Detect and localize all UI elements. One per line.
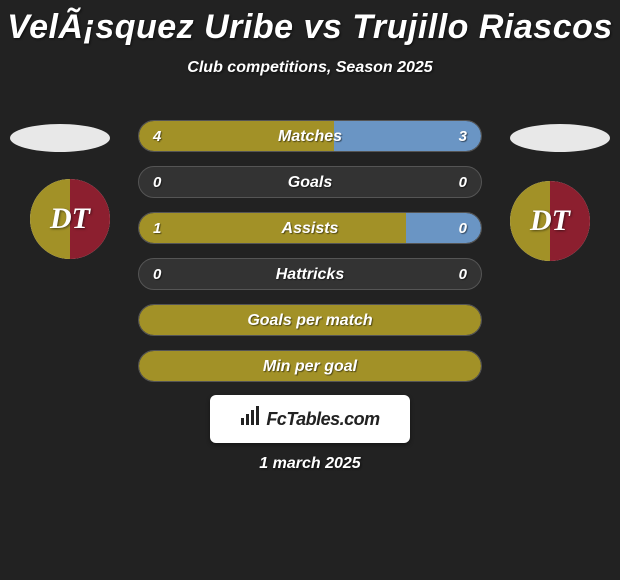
player-right-badge: DT: [510, 181, 590, 261]
stat-row: 10Assists: [138, 212, 482, 244]
stat-label: Matches: [139, 121, 481, 152]
stat-label: Hattricks: [139, 259, 481, 290]
date-line: 1 march 2025: [0, 455, 620, 473]
comparison-infographic: VelÃ¡squez Uribe vs Trujillo Riascos Clu…: [0, 0, 620, 580]
player-right-shadow: [510, 124, 610, 152]
chart-icon: [240, 406, 262, 432]
fctables-logo: FcTables.com: [210, 395, 410, 443]
stat-label: Goals per match: [139, 305, 481, 336]
stat-label: Goals: [139, 167, 481, 198]
badge-letters: DT: [530, 204, 570, 238]
stat-label: Assists: [139, 213, 481, 244]
stat-label: Min per goal: [139, 351, 481, 382]
stat-row: Min per goal: [138, 350, 482, 382]
logo-text: FcTables.com: [266, 409, 379, 430]
player-left-badge: DT: [30, 179, 110, 259]
stat-row: 00Hattricks: [138, 258, 482, 290]
stat-row: 00Goals: [138, 166, 482, 198]
stat-row: Goals per match: [138, 304, 482, 336]
badge-letters: DT: [50, 202, 90, 236]
page-subtitle: Club competitions, Season 2025: [0, 59, 620, 77]
stats-area: 43Matches 00Goals 10Assists 00Hattricks Goal…: [138, 120, 482, 396]
player-left-shadow: [10, 124, 110, 152]
stat-row: 43Matches: [138, 120, 482, 152]
page-title: VelÃ¡squez Uribe vs Trujillo Riascos: [0, 0, 620, 47]
